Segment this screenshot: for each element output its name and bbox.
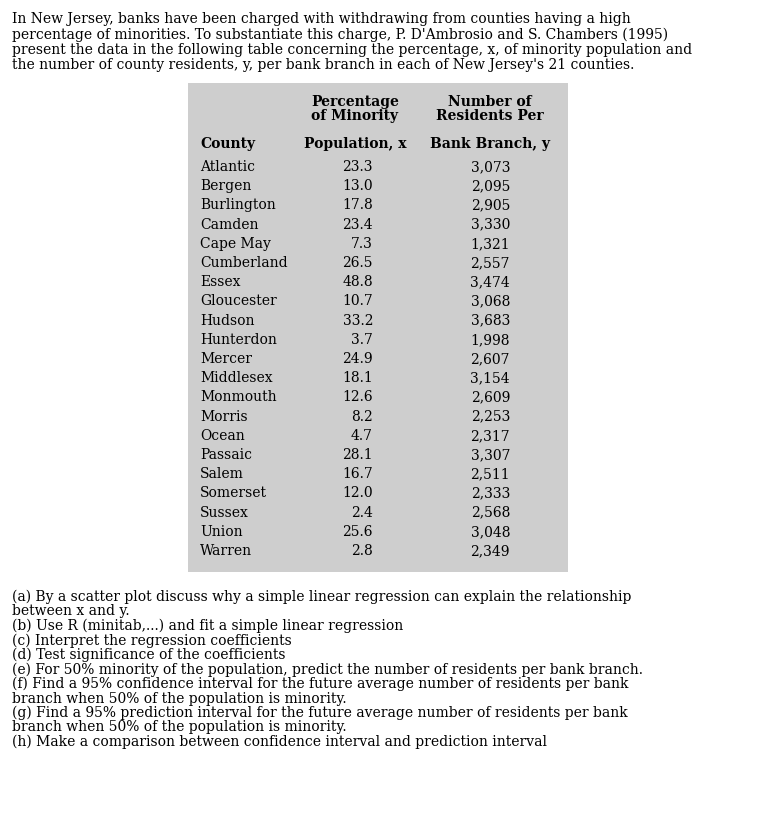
Text: 33.2: 33.2 bbox=[342, 313, 373, 327]
Text: 17.8: 17.8 bbox=[342, 199, 373, 212]
Text: 3,683: 3,683 bbox=[471, 313, 510, 327]
Text: Burlington: Burlington bbox=[200, 199, 276, 212]
Text: 12.6: 12.6 bbox=[342, 391, 373, 405]
Text: Somerset: Somerset bbox=[200, 487, 267, 501]
Text: 26.5: 26.5 bbox=[342, 256, 373, 270]
Bar bbox=[188, 83, 568, 572]
Text: (c) Interpret the regression coefficients: (c) Interpret the regression coefficient… bbox=[12, 633, 291, 648]
Text: the number of county residents, y, per bank branch in each of New Jersey's 21 co: the number of county residents, y, per b… bbox=[12, 59, 635, 72]
Text: 3,073: 3,073 bbox=[471, 160, 510, 174]
Text: Gloucester: Gloucester bbox=[200, 295, 277, 309]
Text: (a) By a scatter plot discuss why a simple linear regression can explain the rel: (a) By a scatter plot discuss why a simp… bbox=[12, 590, 631, 604]
Text: Mercer: Mercer bbox=[200, 352, 252, 366]
Text: 48.8: 48.8 bbox=[342, 275, 373, 289]
Text: Middlesex: Middlesex bbox=[200, 371, 272, 385]
Text: 3,154: 3,154 bbox=[471, 371, 510, 385]
Text: 2,349: 2,349 bbox=[471, 544, 510, 558]
Text: (d) Test significance of the coefficients: (d) Test significance of the coefficient… bbox=[12, 648, 285, 663]
Text: County: County bbox=[200, 137, 255, 151]
Text: 2,511: 2,511 bbox=[471, 467, 510, 481]
Text: Percentage: Percentage bbox=[311, 95, 399, 109]
Text: 2,607: 2,607 bbox=[471, 352, 510, 366]
Text: 2,568: 2,568 bbox=[471, 505, 510, 519]
Text: 4.7: 4.7 bbox=[351, 429, 373, 443]
Text: 3,474: 3,474 bbox=[471, 275, 510, 289]
Text: 3,068: 3,068 bbox=[471, 295, 510, 309]
Text: Hunterdon: Hunterdon bbox=[200, 333, 277, 347]
Text: 16.7: 16.7 bbox=[342, 467, 373, 481]
Text: 23.4: 23.4 bbox=[342, 217, 373, 232]
Text: Salem: Salem bbox=[200, 467, 244, 481]
Text: 2.8: 2.8 bbox=[351, 544, 373, 558]
Text: 8.2: 8.2 bbox=[351, 409, 373, 423]
Text: Morris: Morris bbox=[200, 409, 247, 423]
Text: 2,905: 2,905 bbox=[471, 199, 510, 212]
Text: branch when 50% of the population is minority.: branch when 50% of the population is min… bbox=[12, 720, 347, 734]
Text: 2,333: 2,333 bbox=[471, 487, 510, 501]
Text: Population, x: Population, x bbox=[304, 137, 406, 151]
Text: Sussex: Sussex bbox=[200, 505, 249, 519]
Text: (f) Find a 95% confidence interval for the future average number of residents pe: (f) Find a 95% confidence interval for t… bbox=[12, 677, 628, 691]
Text: Hudson: Hudson bbox=[200, 313, 254, 327]
Text: 2.4: 2.4 bbox=[351, 505, 373, 519]
Text: Bank Branch, y: Bank Branch, y bbox=[430, 137, 550, 151]
Text: (e) For 50% minority of the population, predict the number of residents per bank: (e) For 50% minority of the population, … bbox=[12, 663, 643, 677]
Text: 3,307: 3,307 bbox=[471, 448, 510, 462]
Text: Essex: Essex bbox=[200, 275, 241, 289]
Text: Residents Per: Residents Per bbox=[436, 109, 543, 123]
Text: 1,998: 1,998 bbox=[471, 333, 510, 347]
Text: Atlantic: Atlantic bbox=[200, 160, 255, 174]
Text: 2,317: 2,317 bbox=[471, 429, 510, 443]
Text: 28.1: 28.1 bbox=[342, 448, 373, 462]
Text: 7.3: 7.3 bbox=[351, 237, 373, 251]
Text: (h) Make a comparison between confidence interval and prediction interval: (h) Make a comparison between confidence… bbox=[12, 735, 547, 750]
Text: Camden: Camden bbox=[200, 217, 259, 232]
Text: Warren: Warren bbox=[200, 544, 252, 558]
Text: percentage of minorities. To substantiate this charge, P. D'Ambrosio and S. Cham: percentage of minorities. To substantiat… bbox=[12, 28, 668, 42]
Text: 12.0: 12.0 bbox=[342, 487, 373, 501]
Text: Passaic: Passaic bbox=[200, 448, 252, 462]
Text: 24.9: 24.9 bbox=[342, 352, 373, 366]
Text: 2,609: 2,609 bbox=[471, 391, 510, 405]
Text: (g) Find a 95% prediction interval for the future average number of residents pe: (g) Find a 95% prediction interval for t… bbox=[12, 706, 628, 720]
Text: present the data in the following table concerning the percentage, x, of minorit: present the data in the following table … bbox=[12, 43, 692, 57]
Text: 3,330: 3,330 bbox=[471, 217, 510, 232]
Text: Number of: Number of bbox=[448, 95, 532, 109]
Text: 2,095: 2,095 bbox=[471, 179, 510, 193]
Text: 3,048: 3,048 bbox=[471, 525, 510, 539]
Text: of Minority: of Minority bbox=[311, 109, 398, 123]
Text: 25.6: 25.6 bbox=[342, 525, 373, 539]
Text: Ocean: Ocean bbox=[200, 429, 244, 443]
Text: 18.1: 18.1 bbox=[342, 371, 373, 385]
Text: 2,557: 2,557 bbox=[471, 256, 510, 270]
Text: Monmouth: Monmouth bbox=[200, 391, 276, 405]
Text: 10.7: 10.7 bbox=[342, 295, 373, 309]
Text: In New Jersey, banks have been charged with withdrawing from counties having a h: In New Jersey, banks have been charged w… bbox=[12, 12, 631, 26]
Text: Union: Union bbox=[200, 525, 243, 539]
Text: 23.3: 23.3 bbox=[342, 160, 373, 174]
Text: Cumberland: Cumberland bbox=[200, 256, 288, 270]
Text: 13.0: 13.0 bbox=[342, 179, 373, 193]
Text: branch when 50% of the population is minority.: branch when 50% of the population is min… bbox=[12, 692, 347, 706]
Text: between x and y.: between x and y. bbox=[12, 605, 130, 619]
Text: Bergen: Bergen bbox=[200, 179, 251, 193]
Text: 1,321: 1,321 bbox=[471, 237, 510, 251]
Text: 3.7: 3.7 bbox=[351, 333, 373, 347]
Text: Cape May: Cape May bbox=[200, 237, 271, 251]
Text: 2,253: 2,253 bbox=[471, 409, 510, 423]
Text: (b) Use R (minitab,...) and fit a simple linear regression: (b) Use R (minitab,...) and fit a simple… bbox=[12, 619, 403, 633]
